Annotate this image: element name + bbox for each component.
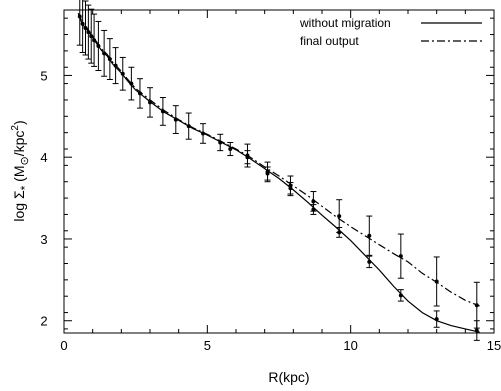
data-point-without-migration — [148, 100, 152, 105]
data-point-without-migration — [86, 30, 91, 35]
data-point-final-output — [288, 183, 293, 188]
data-point-without-migration — [398, 293, 403, 298]
y-tick-label: 5 — [40, 68, 47, 83]
data-point-final-output — [398, 254, 403, 259]
data-point-without-migration — [337, 230, 342, 235]
y-tick-label: 2 — [40, 314, 47, 329]
legend-label-without-migration: without migration — [299, 16, 391, 30]
legend-label-final-output: final output — [300, 34, 359, 48]
legend: without migration final output — [299, 16, 482, 48]
data-point-without-migration — [80, 21, 85, 26]
x-axis-label: R(kpc) — [268, 369, 309, 385]
y-tick-label: 4 — [40, 150, 47, 165]
data-point-without-migration — [89, 34, 94, 39]
data-point-without-migration — [102, 51, 107, 56]
data-point-without-migration — [173, 117, 178, 122]
data-point-without-migration — [367, 259, 372, 264]
data-point-without-migration — [311, 207, 316, 212]
data-point-without-migration — [434, 317, 439, 322]
marker-layer — [77, 14, 479, 333]
data-point-without-migration — [113, 63, 118, 68]
data-point-final-output — [245, 153, 250, 158]
data-point-without-migration — [120, 71, 125, 76]
data-point-without-migration — [96, 43, 101, 48]
x-tick-label: 5 — [204, 338, 211, 353]
series-layer — [77, 13, 480, 333]
data-point-without-migration — [137, 91, 142, 96]
plot-frame — [63, 9, 495, 334]
data-point-final-output — [434, 279, 439, 284]
data-point-without-migration — [160, 109, 165, 114]
y-tick-labels: 2 3 4 5 — [40, 68, 47, 328]
data-point-without-migration — [129, 81, 134, 86]
y-tick-label: 3 — [40, 232, 47, 247]
x-tick-label: 0 — [60, 338, 67, 353]
data-point-without-migration — [107, 57, 112, 62]
x-tick-label: 10 — [343, 338, 357, 353]
series-line-without-migration — [77, 13, 480, 333]
data-point-final-output — [367, 233, 372, 238]
y-axis-label: log Σ* (M⊙/kpc2) — [10, 120, 32, 221]
x-tick-labels: 0 5 10 15 — [60, 338, 501, 353]
data-point-without-migration — [201, 131, 206, 136]
data-point-without-migration — [186, 124, 191, 129]
data-point-final-output — [265, 169, 270, 174]
data-point-final-output — [311, 199, 316, 204]
data-point-without-migration — [77, 14, 82, 19]
error-bar-layer — [76, 0, 480, 341]
data-point-final-output — [474, 303, 479, 308]
data-point-without-migration — [92, 38, 97, 43]
data-point-without-migration — [218, 140, 223, 145]
series-line-final-output — [77, 13, 480, 307]
data-point-final-output — [337, 214, 342, 219]
x-tick-label: 15 — [487, 338, 501, 353]
data-point-without-migration — [83, 25, 88, 30]
axis-ticks — [63, 10, 495, 333]
data-point-without-migration — [474, 328, 479, 333]
data-point-without-migration — [228, 147, 233, 152]
